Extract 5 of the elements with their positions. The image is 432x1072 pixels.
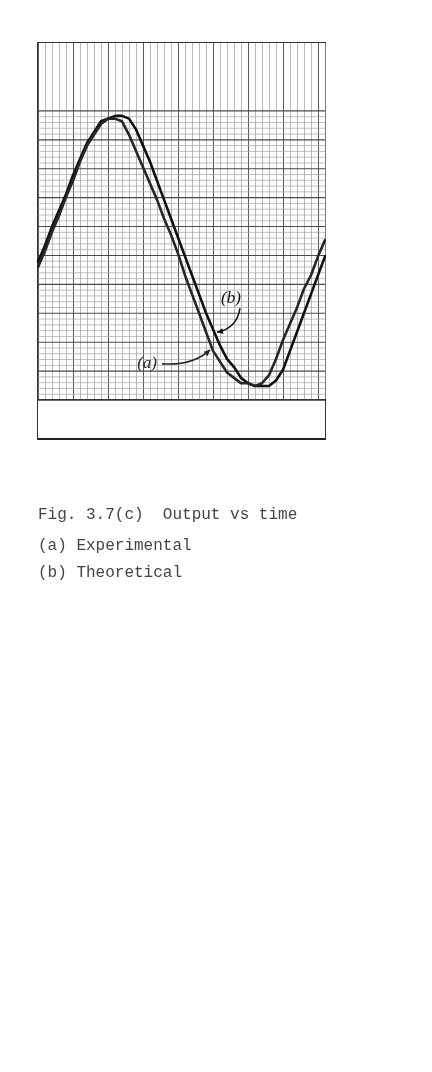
- legend-label: (a): [137, 353, 158, 373]
- text: (a) Experimental: [38, 536, 192, 556]
- text: Fig. 3.7(c) Output vs time: [38, 505, 298, 525]
- series-label: (b): [221, 287, 242, 307]
- text: (b) Theoretical: [38, 563, 183, 583]
